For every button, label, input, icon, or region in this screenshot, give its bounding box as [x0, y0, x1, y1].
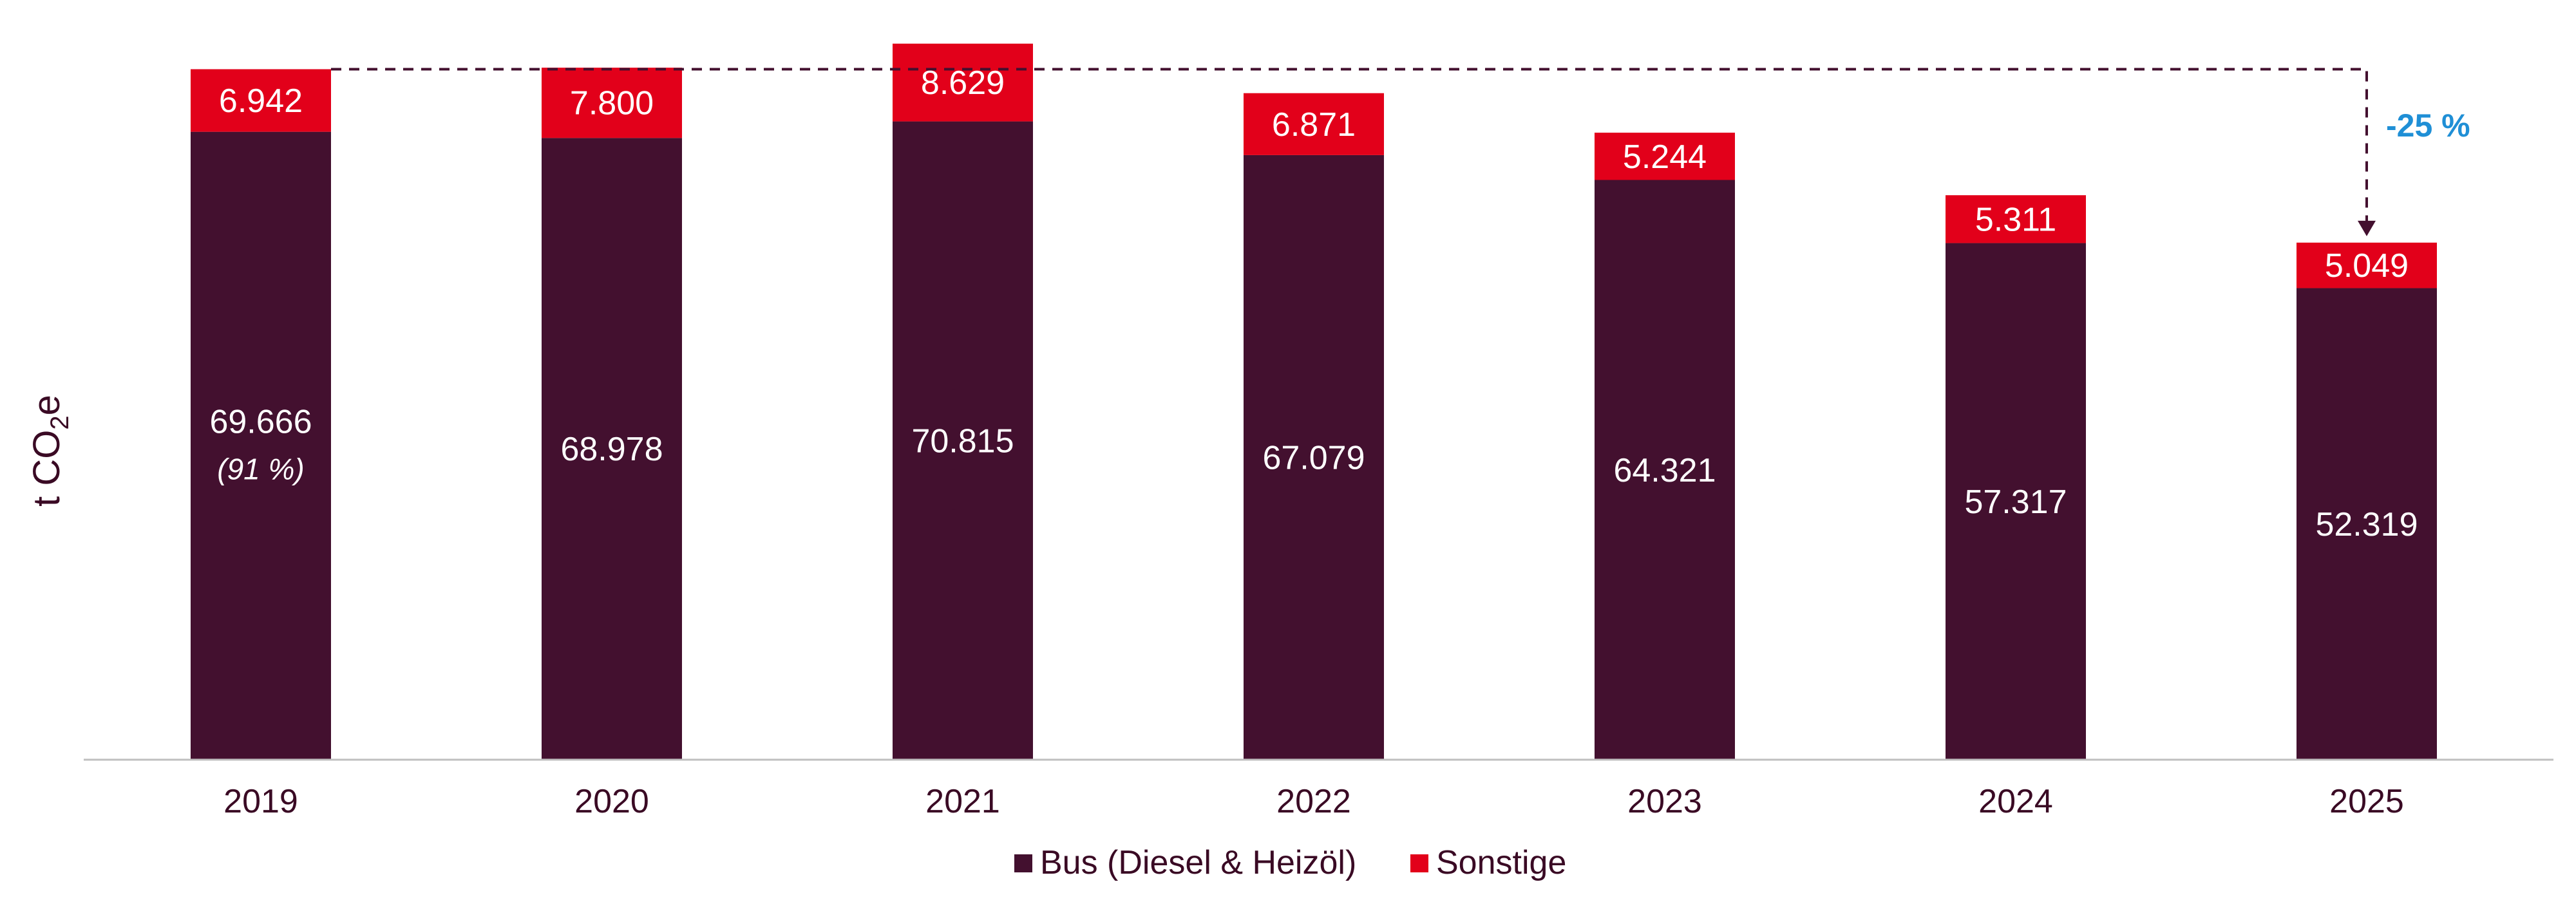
label-sonstige-2022: 6.871 — [1272, 106, 1356, 144]
bar-sonstige-2019 — [191, 69, 331, 132]
bar-sonstige-2022 — [1244, 93, 1384, 155]
x-tick-2022: 2022 — [1276, 783, 1351, 820]
bar-sonstige-2021 — [893, 43, 1033, 122]
legend-swatch-bus — [1014, 854, 1032, 872]
y-axis-label: t CO2e — [26, 395, 74, 507]
x-tick-2023: 2023 — [1627, 783, 1702, 820]
label-bus-2021: 70.815 — [911, 422, 1014, 460]
bars-group: 69.666 (91 %) 6.942 68.978 7.800 70.815 8.629 6… — [191, 43, 2437, 760]
y-axis-label-suffix: e — [26, 395, 68, 415]
label-bus-2022: 67.079 — [1262, 439, 1365, 476]
label-sonstige-2024: 5.311 — [1975, 201, 2056, 238]
legend-label-sonstige: Sonstige — [1436, 844, 1566, 881]
label-bus-2020: 68.978 — [560, 431, 663, 468]
reduction-arrow-head — [2358, 220, 2376, 236]
label-bus-2024: 57.317 — [1964, 484, 2067, 521]
x-tick-2021: 2021 — [925, 783, 1000, 820]
bar-bus-2024 — [1946, 243, 2086, 760]
label-sonstige-2025: 5.049 — [2325, 247, 2409, 285]
label-bus-2019: 69.666 — [209, 403, 312, 440]
bar-bus-2023 — [1595, 180, 1735, 760]
bar-sonstige-2024 — [1946, 195, 2086, 243]
bar-bus-2020 — [542, 138, 682, 760]
label-sonstige-2019: 6.942 — [219, 82, 303, 120]
label-share-2019: (91 %) — [217, 452, 304, 485]
bar-bus-2019 — [191, 131, 331, 760]
x-tick-2024: 2024 — [1978, 783, 2053, 820]
x-tick-2019: 2019 — [223, 783, 298, 820]
label-bus-2025: 52.319 — [2315, 506, 2418, 543]
label-sonstige-2020: 7.800 — [570, 85, 654, 122]
label-bus-2023: 64.321 — [1613, 452, 1716, 489]
y-axis-label-main: t CO — [26, 430, 68, 507]
x-tick-2020: 2020 — [574, 783, 649, 820]
legend-swatch-sonstige — [1410, 854, 1428, 872]
bar-sonstige-2023 — [1595, 133, 1735, 180]
reduction-annotation: -25 % — [2386, 108, 2470, 144]
bar-sonstige-2020 — [542, 68, 682, 138]
x-tick-labels: 2019 2020 2021 2022 2023 2024 2025 — [223, 783, 2404, 820]
legend: Bus (Diesel & Heizöl) Sonstige — [1014, 844, 1566, 881]
label-sonstige-2021: 8.629 — [921, 64, 1005, 102]
bar-bus-2025 — [2297, 288, 2437, 760]
x-tick-2025: 2025 — [2329, 783, 2404, 820]
y-axis-label-subscript: 2 — [46, 415, 74, 429]
legend-label-bus: Bus (Diesel & Heizöl) — [1040, 844, 1356, 881]
bar-bus-2022 — [1244, 155, 1384, 760]
label-sonstige-2023: 5.244 — [1623, 138, 1707, 176]
bar-sonstige-2025 — [2297, 242, 2437, 288]
bar-bus-2021 — [893, 121, 1033, 760]
